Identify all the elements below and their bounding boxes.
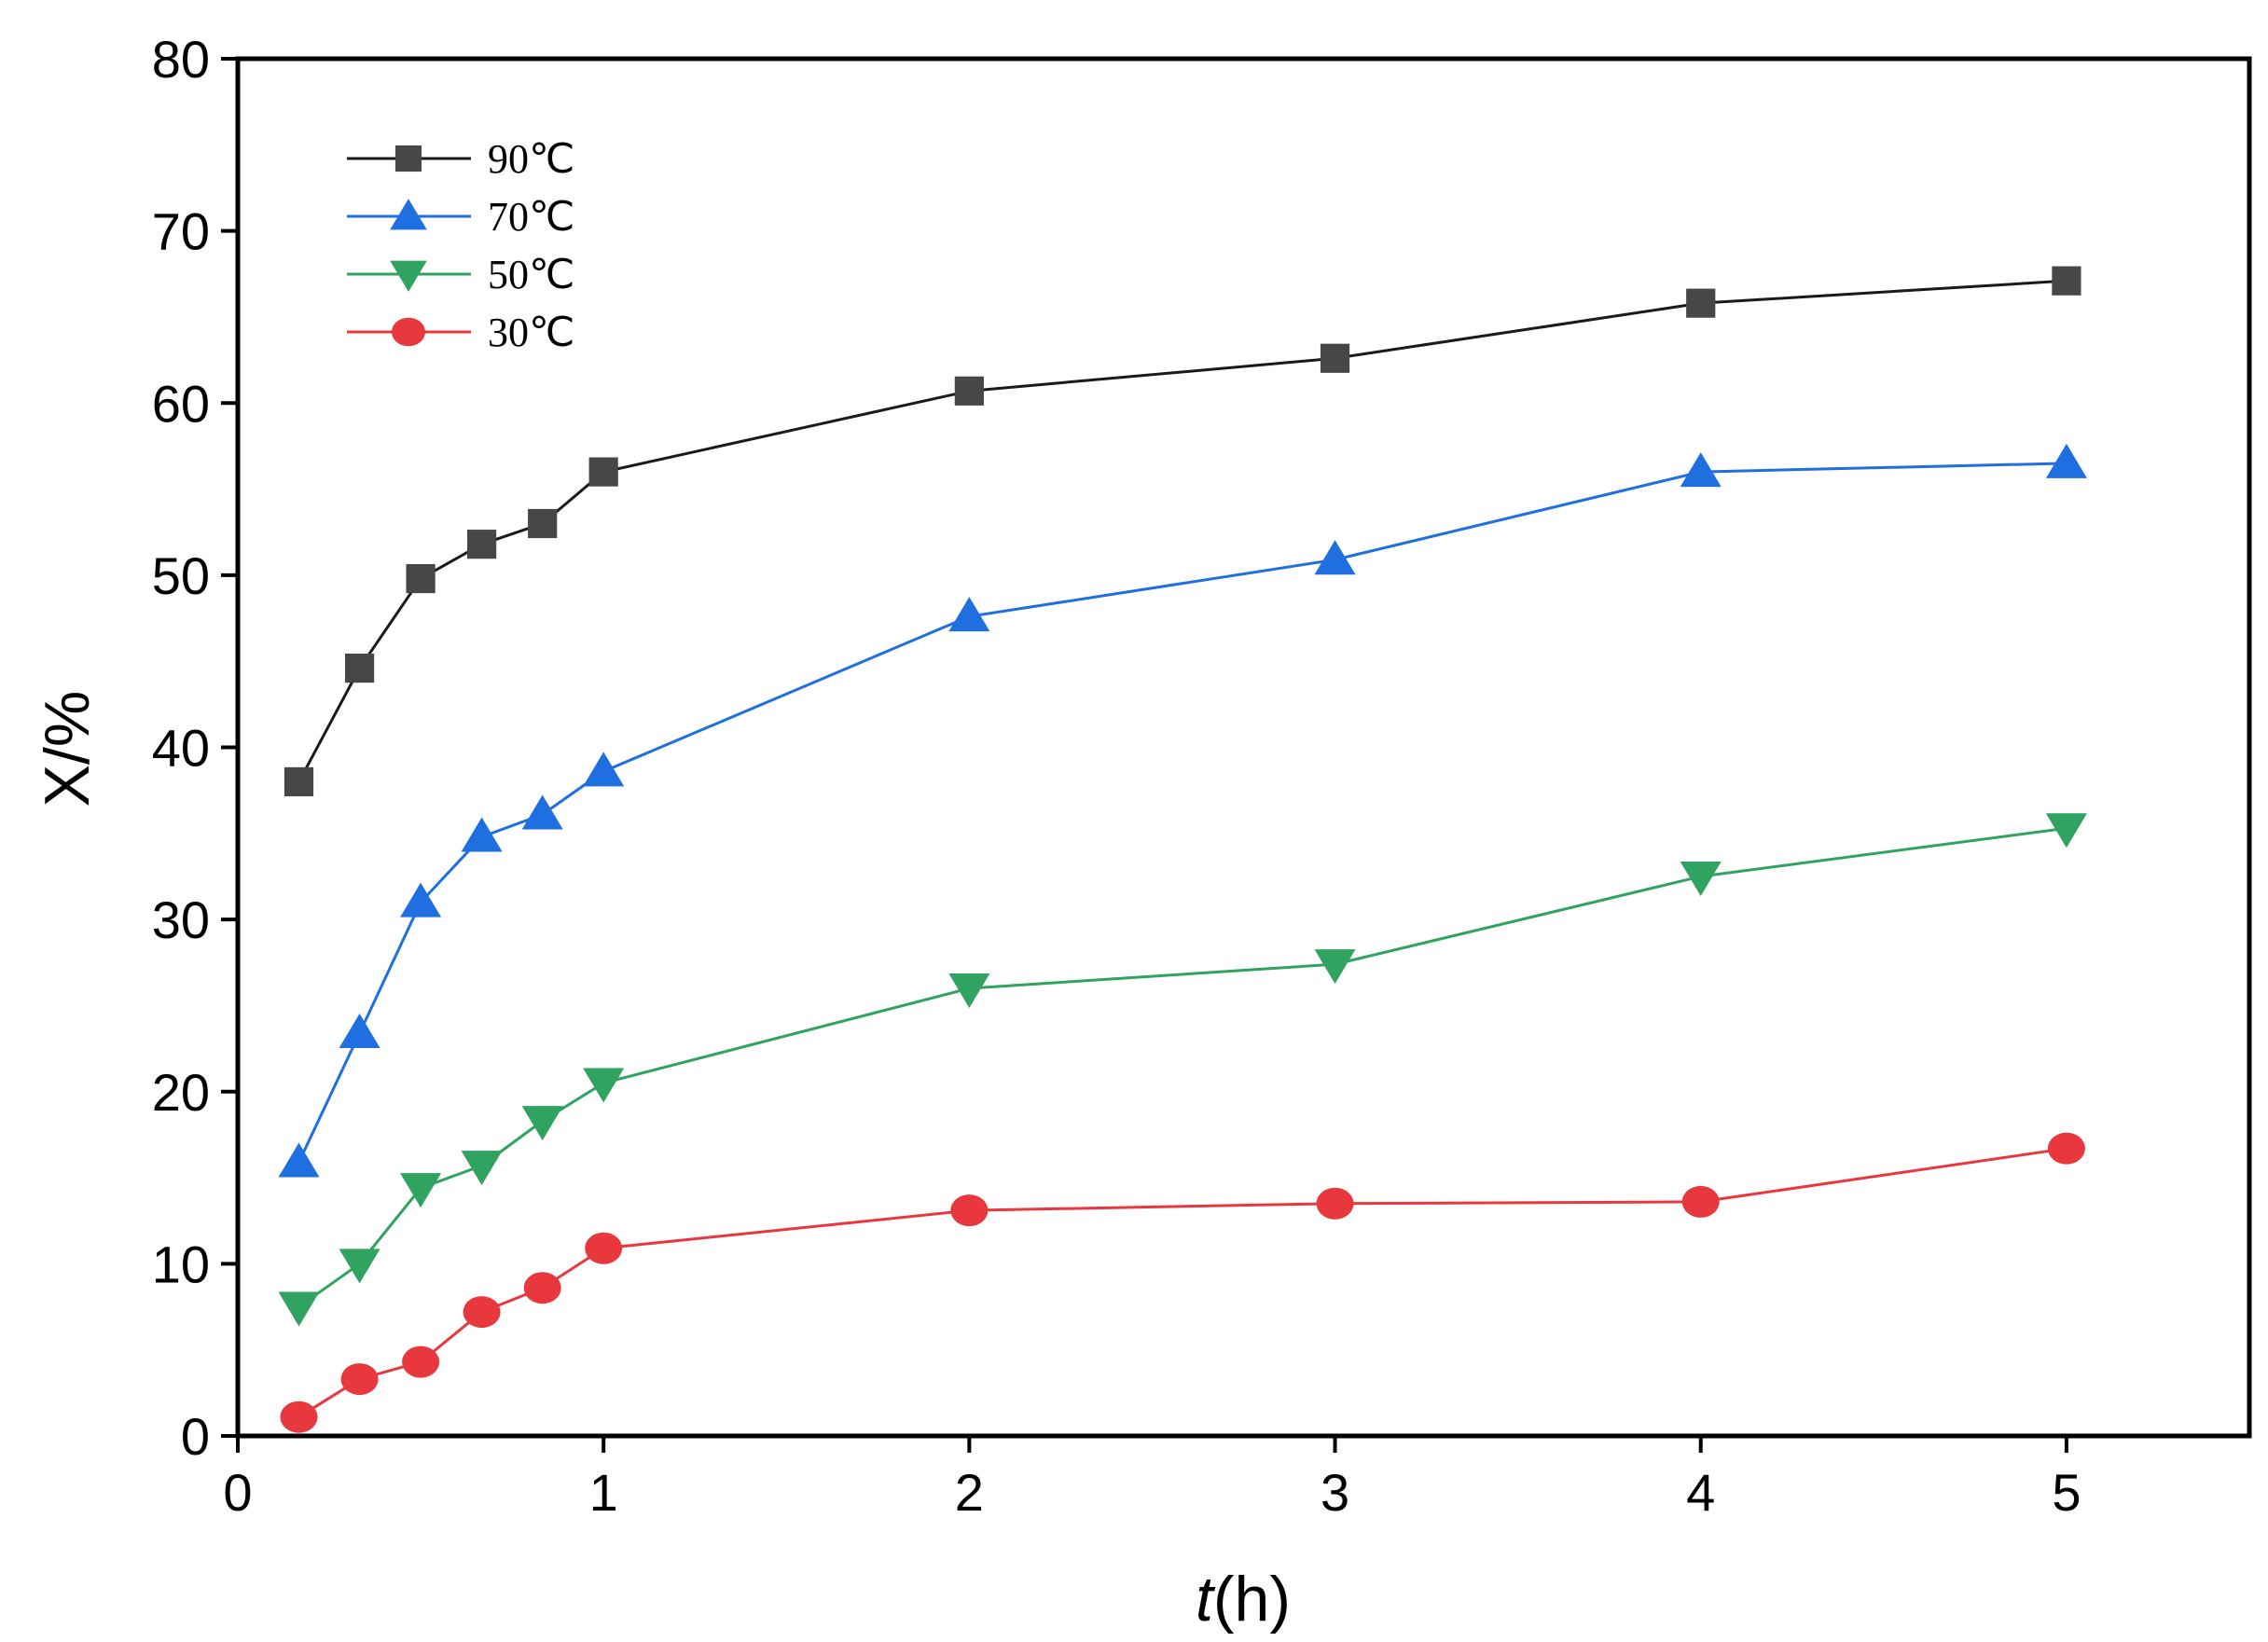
data-point xyxy=(280,1401,318,1433)
legend-marker xyxy=(390,260,427,292)
legend-item: 70℃ xyxy=(347,194,574,240)
data-point xyxy=(1314,540,1356,575)
legend: 90℃ 70℃ 50℃ 30℃ xyxy=(347,136,574,355)
data-point xyxy=(278,1291,320,1327)
data-point xyxy=(461,817,503,852)
data-point xyxy=(402,1345,440,1378)
series-line xyxy=(297,826,2067,1308)
legend-label: 50℃ xyxy=(488,252,574,297)
data-point xyxy=(2052,266,2081,296)
data-point xyxy=(2045,813,2087,849)
series-3 xyxy=(280,1132,2085,1433)
series-line xyxy=(297,1147,2067,1418)
series-2 xyxy=(278,813,2087,1327)
series-line xyxy=(297,279,2067,783)
data-point xyxy=(339,1013,380,1048)
data-point xyxy=(284,766,314,797)
data-point xyxy=(1314,949,1356,985)
x-tick-label: 2 xyxy=(955,1463,984,1522)
x-tick-label: 5 xyxy=(2052,1463,2081,1522)
y-tick-label: 60 xyxy=(152,374,210,433)
legend-item: 90℃ xyxy=(347,136,574,182)
legend-label: 30℃ xyxy=(488,310,574,355)
legend-label: 90℃ xyxy=(488,136,574,182)
data-point xyxy=(954,376,984,406)
x-tick-label: 0 xyxy=(223,1463,252,1522)
series-layer xyxy=(278,266,2087,1433)
data-point xyxy=(948,597,990,632)
y-tick-label: 40 xyxy=(152,719,210,778)
data-point xyxy=(585,1232,623,1264)
legend-item: 30℃ xyxy=(347,310,574,355)
x-tick-label: 3 xyxy=(1321,1463,1349,1522)
y-tick-label: 70 xyxy=(152,202,210,261)
data-point xyxy=(521,1106,563,1141)
data-point xyxy=(1680,452,1722,488)
x-tick-label: 1 xyxy=(589,1463,618,1522)
data-point xyxy=(400,1173,442,1208)
data-point xyxy=(950,1194,989,1227)
data-point xyxy=(406,563,436,594)
legend-label: 70℃ xyxy=(488,194,574,240)
series-1 xyxy=(278,443,2087,1178)
x-tick-label: 4 xyxy=(1686,1463,1715,1522)
legend-marker xyxy=(392,317,425,347)
data-point xyxy=(278,1142,320,1178)
data-point xyxy=(1681,1185,1720,1218)
legend-marker xyxy=(394,145,422,172)
y-tick-label: 30 xyxy=(152,890,210,949)
data-point xyxy=(523,1272,561,1304)
data-point xyxy=(1316,1187,1354,1220)
data-point xyxy=(340,1363,379,1396)
x-axis-title: t(h) xyxy=(1196,1564,1291,1635)
data-point xyxy=(463,1296,501,1329)
data-point xyxy=(948,973,990,1008)
y-tick-label: 0 xyxy=(181,1407,210,1466)
series-line xyxy=(297,462,2067,1164)
data-point xyxy=(339,1249,380,1284)
y-axis-title: X/% xyxy=(32,691,103,807)
series-0 xyxy=(284,266,2081,797)
y-tick-label: 50 xyxy=(152,546,210,605)
data-point xyxy=(521,794,563,830)
data-point xyxy=(1686,288,1716,318)
y-tick-label: 10 xyxy=(152,1235,210,1293)
data-point xyxy=(1680,861,1722,896)
data-point xyxy=(588,457,618,487)
legend-item: 50℃ xyxy=(347,252,574,297)
data-point xyxy=(400,882,442,918)
legend-marker xyxy=(390,199,427,230)
y-tick-label: 20 xyxy=(152,1063,210,1122)
x-axis-title-unit: (h) xyxy=(1213,1564,1291,1635)
data-point xyxy=(2047,1132,2085,1165)
data-point xyxy=(528,508,558,539)
data-point xyxy=(344,653,375,683)
data-point xyxy=(461,1151,503,1186)
y-tick-label: 80 xyxy=(152,30,210,89)
x-axis-title-italic: t xyxy=(1196,1564,1216,1635)
data-point xyxy=(1320,343,1350,373)
data-point xyxy=(583,752,625,787)
data-point xyxy=(2045,443,2087,478)
data-point xyxy=(583,1068,625,1103)
data-point xyxy=(466,530,497,559)
